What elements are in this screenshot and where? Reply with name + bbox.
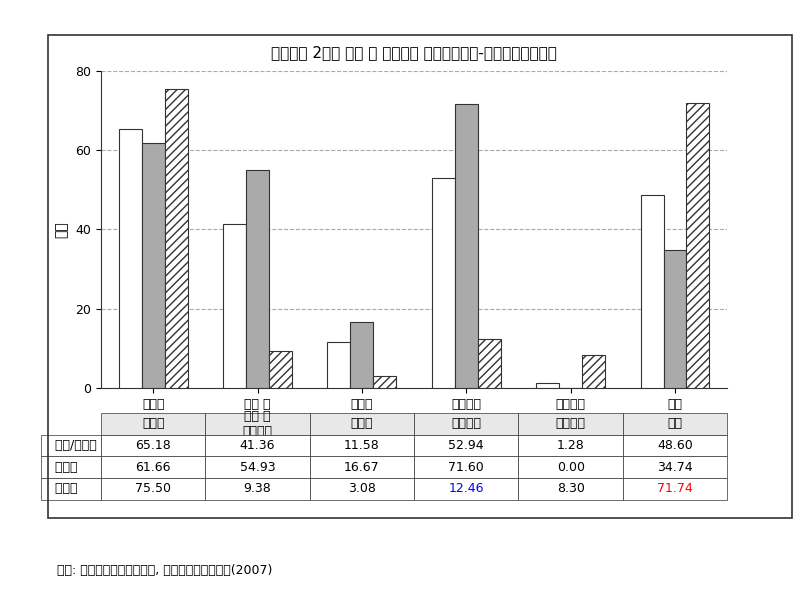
Bar bbox=[478, 339, 501, 388]
Title: 고등학교 2학년 방학 중 주간전체 생활시간배분-고등학교유형비교: 고등학교 2학년 방학 중 주간전체 생활시간배분-고등학교유형비교 bbox=[271, 45, 557, 60]
Bar bbox=[582, 355, 605, 388]
Bar bbox=[687, 104, 709, 388]
Bar bbox=[663, 250, 687, 388]
Bar bbox=[141, 144, 165, 388]
Bar bbox=[641, 196, 663, 388]
Bar bbox=[269, 351, 292, 388]
Bar bbox=[223, 224, 246, 388]
Bar bbox=[537, 383, 559, 388]
Bar bbox=[327, 342, 351, 388]
Bar bbox=[455, 104, 478, 388]
Bar bbox=[119, 130, 141, 388]
Bar bbox=[431, 178, 455, 388]
Y-axis label: 시간: 시간 bbox=[54, 221, 69, 238]
Bar bbox=[373, 376, 397, 388]
Bar bbox=[165, 88, 187, 388]
Bar bbox=[351, 322, 373, 388]
Bar bbox=[246, 170, 269, 388]
Text: 자료: 한국청소년정책연구원, 한국청소년패널조사(2007): 자료: 한국청소년정책연구원, 한국청소년패널조사(2007) bbox=[57, 564, 272, 577]
